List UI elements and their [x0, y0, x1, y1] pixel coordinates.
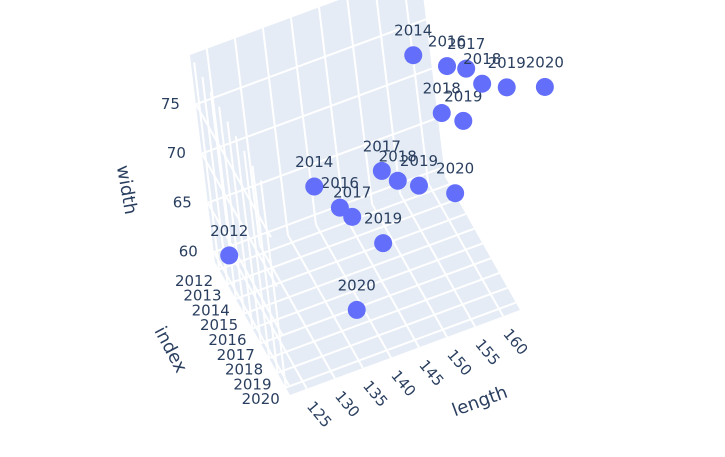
- point: [343, 207, 362, 226]
- grid-line: [195, 18, 427, 106]
- x-tick-label: 155: [471, 336, 503, 370]
- grid-line: [243, 227, 475, 315]
- point-label: 2019: [364, 210, 402, 228]
- point: [388, 171, 407, 190]
- grid-line: [226, 121, 254, 329]
- y-tick-label: 2016: [208, 331, 246, 349]
- point: [220, 246, 239, 265]
- grid-line: [260, 257, 492, 345]
- point-label: 2019: [488, 54, 526, 72]
- point-label: 2017: [363, 137, 401, 155]
- z-tick-label: 60: [179, 243, 198, 261]
- grid-line: [375, 0, 402, 194]
- grid-line: [277, 286, 508, 374]
- x-axis-title: length: [449, 382, 510, 421]
- grid-line: [405, 0, 430, 184]
- grid-line: [201, 67, 433, 155]
- point: [372, 161, 391, 180]
- point-label: 2014: [295, 153, 333, 171]
- x-tick-label: 145: [415, 356, 447, 390]
- x-tick-label: 150: [443, 346, 475, 380]
- point: [457, 59, 476, 78]
- grid-line: [193, 62, 221, 270]
- grid-line: [243, 150, 271, 359]
- grid-line: [206, 202, 284, 337]
- x-tick-label: 140: [387, 367, 419, 401]
- point: [330, 198, 349, 217]
- point: [438, 57, 457, 76]
- y-tick-label: 2014: [192, 301, 230, 319]
- grid-line: [346, 0, 374, 205]
- z-tick-label: 75: [161, 95, 180, 113]
- point: [535, 77, 554, 96]
- point: [404, 46, 423, 65]
- point: [432, 104, 451, 123]
- y-tick-label: 2020: [242, 390, 280, 408]
- grid-line: [251, 165, 279, 373]
- x-tick-label: 130: [331, 387, 363, 421]
- point: [305, 177, 324, 196]
- grid-line: [212, 251, 290, 386]
- grid-line: [205, 48, 233, 256]
- grid-line: [261, 27, 289, 236]
- point-label: 2016: [428, 33, 466, 51]
- y-tick-label: 2012: [175, 272, 213, 290]
- grid-line: [218, 106, 246, 314]
- point-label: 2017: [447, 35, 485, 53]
- x-tick-label: 125: [303, 398, 335, 432]
- grid-line: [268, 272, 500, 359]
- grid-line: [207, 116, 439, 204]
- point-label: 2018: [423, 80, 461, 98]
- point-label: 2018: [379, 147, 417, 165]
- y-tick-label: 2018: [225, 361, 263, 379]
- point: [497, 78, 516, 97]
- grid-line: [259, 180, 287, 388]
- y-tick-label: 2019: [233, 375, 271, 393]
- point-label: 2018: [463, 50, 501, 68]
- y-tick-label: 2017: [217, 346, 255, 364]
- point-label: 2020: [338, 276, 376, 294]
- point-label: 2017: [333, 183, 371, 201]
- x-tick-label: 160: [499, 325, 531, 359]
- point-label: 2016: [321, 174, 359, 192]
- z-axis-title: width: [112, 164, 141, 217]
- grid-line: [252, 242, 483, 330]
- point: [347, 300, 366, 319]
- point: [446, 184, 465, 203]
- grid-line: [201, 153, 278, 288]
- z-tick-label: 65: [173, 193, 192, 211]
- point-label: 2019: [444, 87, 482, 105]
- grid-line: [209, 91, 237, 300]
- y-tick-label: 2013: [183, 287, 221, 305]
- point: [473, 74, 492, 93]
- z-tick-label: 70: [167, 144, 186, 162]
- point: [374, 234, 393, 253]
- y-axis-title: index: [150, 323, 192, 377]
- point-label: 2019: [400, 152, 438, 170]
- x-tick-label: 135: [359, 377, 391, 411]
- y-tick-label: 2015: [200, 316, 238, 334]
- point-label: 2020: [436, 160, 474, 178]
- point: [454, 111, 473, 130]
- point: [409, 176, 428, 195]
- grid-line: [195, 103, 272, 238]
- grid-line: [318, 7, 346, 215]
- point-label: 2014: [394, 22, 432, 40]
- grid-line: [285, 301, 517, 389]
- point-label: 2020: [526, 53, 564, 71]
- point-label: 2012: [210, 222, 248, 240]
